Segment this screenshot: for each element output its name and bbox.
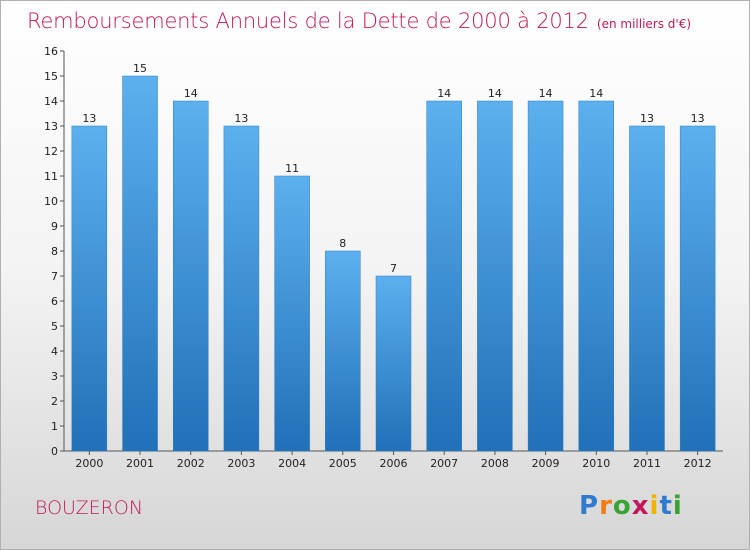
y-tick-label: 5 [51,320,58,333]
y-tick-label: 2 [51,395,58,408]
proxiti-logo: Proxiti [579,491,683,521]
logo-letter: o [612,491,632,521]
y-tick-label: 1 [51,420,58,433]
y-tick-label: 11 [44,170,58,183]
x-tick-label-2005: 2005 [329,457,357,470]
bar-2001 [122,75,158,452]
chart-title-text: Remboursements Annuels de la Dette de 20… [27,9,589,33]
value-label-2011: 13 [640,112,654,125]
y-tick-label: 0 [51,445,58,458]
y-tick-label: 13 [44,120,58,133]
chart-unit: (en milliers d'€) [596,17,692,31]
y-tick-label: 12 [44,145,58,158]
x-tick-label-2000: 2000 [75,457,103,470]
y-tick-label: 3 [51,370,58,383]
bar-2005 [325,250,361,452]
x-tick-label-2001: 2001 [126,457,154,470]
bar-2008 [477,100,513,452]
x-tick-label-2004: 2004 [278,457,306,470]
x-tick-label-2002: 2002 [177,457,205,470]
y-tick-label: 4 [51,345,58,358]
y-tick-label: 6 [51,295,58,308]
x-tick-label-2003: 2003 [227,457,255,470]
y-tick-label: 8 [51,245,58,258]
logo-letter: t [659,491,673,521]
x-tick-label-2010: 2010 [582,457,610,470]
logo-letter: r [599,491,613,521]
x-tick-label-2008: 2008 [481,457,509,470]
bar-2011 [629,125,665,452]
x-tick-label-2011: 2011 [633,457,661,470]
y-tick-label: 14 [44,95,58,108]
logo-letter: x [631,491,650,521]
value-label-2005: 8 [339,237,346,250]
bar-2004 [274,175,310,452]
x-tick-label-2012: 2012 [684,457,712,470]
bar-2012 [679,125,716,452]
value-label-2012: 13 [691,112,705,125]
value-label-2008: 14 [488,87,502,100]
bar-2007 [426,100,462,452]
y-tick-label: 10 [44,195,58,208]
value-label-2010: 14 [589,87,603,100]
location-name: BOUZERON [35,497,144,519]
x-tick-label-2009: 2009 [532,457,560,470]
bar-2000 [71,125,108,452]
logo-letter: P [579,491,600,521]
logo-letter: i [649,491,660,521]
bar-2002 [172,100,209,452]
bar-2003 [223,125,260,452]
x-tick-label-2006: 2006 [380,457,408,470]
y-tick-label: 16 [44,45,58,58]
bar-2010 [578,100,615,452]
value-label-2000: 13 [82,112,96,125]
value-label-2006: 7 [390,262,397,275]
logo-letter: i [672,491,683,521]
value-label-2001: 15 [133,62,147,75]
chart-title: Remboursements Annuels de la Dette de 20… [27,9,691,33]
value-label-2003: 13 [234,112,248,125]
y-tick-label: 9 [51,220,58,233]
bar-2006 [375,275,412,452]
x-tick-label-2007: 2007 [430,457,458,470]
y-tick-label: 7 [51,270,58,283]
value-label-2004: 11 [285,162,299,175]
value-label-2007: 14 [437,87,451,100]
value-label-2002: 14 [184,87,198,100]
y-tick-label: 15 [44,70,58,83]
value-label-2009: 14 [539,87,553,100]
bar-2009 [527,100,564,452]
